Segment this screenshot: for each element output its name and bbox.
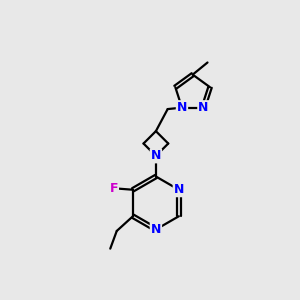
Text: F: F	[110, 182, 118, 195]
Text: N: N	[174, 183, 184, 196]
Text: N: N	[198, 101, 208, 114]
Text: N: N	[177, 101, 187, 114]
Text: N: N	[151, 223, 161, 236]
Text: N: N	[151, 149, 161, 162]
